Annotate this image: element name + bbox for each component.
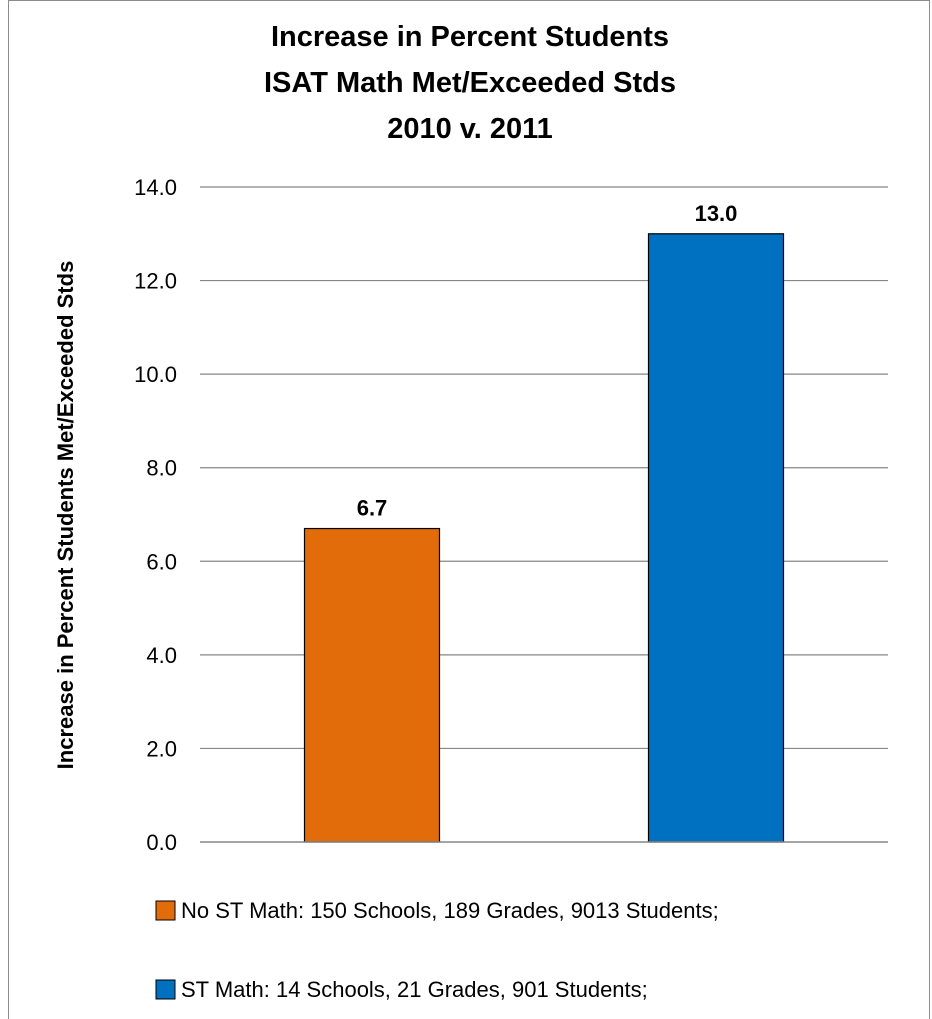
- chart-frame: [8, 0, 930, 1019]
- chart-title: Increase in Percent Students ISAT Math M…: [264, 21, 676, 145]
- y-tick-label: 0.0: [146, 830, 177, 855]
- chart-title-line-2: ISAT Math Met/Exceeded Stds: [264, 67, 676, 99]
- y-tick-label: 10.0: [134, 362, 177, 387]
- bars: [303, 233, 785, 843]
- data-label: 13.0: [695, 201, 738, 226]
- data-label: 6.7: [357, 496, 388, 521]
- legend-swatch: [155, 900, 176, 921]
- y-tick-label: 2.0: [146, 736, 177, 761]
- legend-swatch: [155, 979, 176, 1000]
- y-tick-label: 4.0: [146, 643, 177, 668]
- y-tick-label: 14.0: [134, 175, 177, 200]
- legend: No ST Math: 150 Schools, 189 Grades, 901…: [155, 898, 719, 1002]
- y-tick-label: 12.0: [134, 269, 177, 294]
- y-axis-ticks: 0.0 2.0 4.0 6.0 8.0 10.0 12.0 14.0: [134, 175, 177, 855]
- y-tick-label: 8.0: [146, 456, 177, 481]
- bar: [303, 527, 441, 843]
- chart-title-line-1: Increase in Percent Students: [271, 21, 669, 53]
- chart-title-line-3: 2010 v. 2011: [387, 113, 553, 145]
- y-tick-label: 6.0: [146, 549, 177, 574]
- bar: [647, 233, 785, 843]
- legend-label: No ST Math: 150 Schools, 189 Grades, 901…: [181, 898, 719, 923]
- y-axis-label: Increase in Percent Students Met/Exceede…: [53, 261, 78, 770]
- data-labels: 6.7 13.0: [357, 201, 738, 521]
- legend-label: ST Math: 14 Schools, 21 Grades, 901 Stud…: [181, 977, 648, 1002]
- gridlines: [200, 186, 888, 750]
